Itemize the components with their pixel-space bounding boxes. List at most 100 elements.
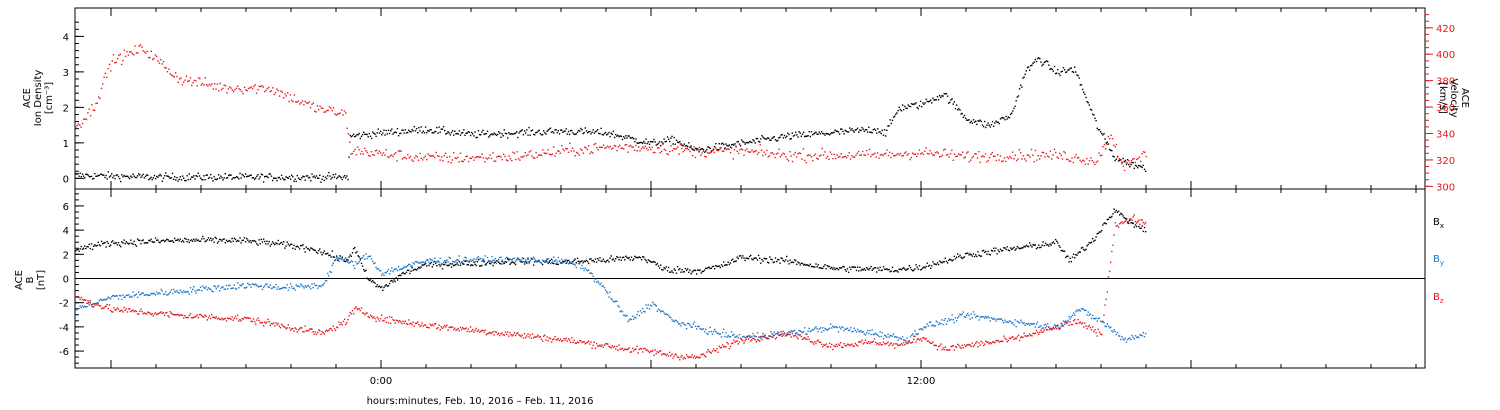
data-point [307, 284, 310, 287]
data-point [930, 267, 932, 270]
data-point [771, 152, 773, 154]
data-point [730, 259, 733, 261]
data-point [985, 250, 987, 253]
data-point [1020, 247, 1022, 250]
data-point [257, 285, 259, 287]
data-point [619, 348, 621, 350]
data-point [977, 120, 979, 122]
data-point [475, 258, 477, 261]
data-point [1039, 331, 1041, 333]
data-point [966, 344, 968, 346]
data-point [457, 264, 459, 266]
data-point [499, 262, 501, 265]
data-point [1038, 333, 1040, 335]
data-point [372, 153, 374, 156]
data-point [1117, 210, 1120, 213]
data-point [219, 82, 221, 85]
data-point [223, 288, 225, 290]
data-point [174, 237, 176, 240]
data-point [843, 266, 845, 268]
data-point [426, 131, 428, 134]
data-point [688, 323, 690, 325]
data-point [327, 252, 329, 255]
data-point [294, 289, 296, 291]
data-point [855, 331, 858, 333]
data-point [693, 355, 696, 357]
data-point [764, 138, 766, 140]
data-point [657, 308, 660, 310]
data-point [1045, 328, 1048, 331]
data-point [274, 325, 276, 327]
data-point [472, 328, 474, 331]
data-point [878, 269, 880, 271]
data-point [989, 126, 991, 128]
data-point [135, 293, 138, 295]
data-point [426, 158, 428, 161]
data-point [436, 261, 438, 263]
data-point [503, 129, 505, 131]
data-point [1032, 62, 1034, 64]
data-point [894, 347, 896, 349]
data-point [574, 155, 576, 157]
data-point [412, 130, 414, 132]
data-point [305, 246, 307, 248]
data-point [696, 356, 698, 358]
data-point [594, 142, 597, 145]
data-point [1048, 326, 1050, 328]
data-point [601, 133, 603, 136]
data-point [535, 131, 537, 134]
data-point [954, 258, 957, 260]
data-point [271, 241, 274, 243]
data-point [264, 240, 266, 243]
data-point [376, 284, 378, 286]
data-point [887, 269, 889, 271]
data-point [237, 314, 239, 317]
data-point [396, 160, 398, 162]
data-point [762, 136, 764, 138]
data-point [1129, 166, 1131, 168]
data-point [356, 307, 358, 310]
data-point [835, 267, 837, 270]
data-point [905, 107, 907, 109]
data-point [728, 144, 730, 146]
data-point [350, 313, 352, 315]
data-point [402, 271, 404, 274]
data-point [961, 257, 963, 260]
data-point [149, 240, 151, 242]
data-point [342, 176, 345, 178]
data-point [403, 266, 405, 268]
data-point [793, 134, 796, 136]
data-point [116, 295, 118, 297]
data-point [88, 108, 90, 110]
data-point [970, 159, 972, 161]
data-point [876, 132, 878, 134]
data-point [1089, 313, 1092, 315]
data-point [1080, 161, 1083, 163]
data-point [497, 155, 499, 157]
data-point [485, 157, 487, 159]
data-point [1063, 250, 1066, 252]
data-point [610, 347, 612, 349]
data-point [956, 155, 958, 157]
data-point [577, 263, 580, 265]
data-point [829, 151, 831, 153]
data-point [206, 174, 208, 176]
y-axis-label-line: B [25, 276, 36, 283]
data-point [959, 346, 961, 348]
data-point [338, 260, 340, 263]
data-point [324, 280, 327, 282]
data-point [220, 175, 222, 177]
data-point [78, 175, 80, 177]
data-point [126, 242, 129, 244]
data-point [1005, 160, 1007, 163]
data-point [1016, 320, 1018, 322]
data-point [1074, 314, 1076, 316]
data-point [939, 156, 941, 158]
data-point [1070, 260, 1072, 263]
data-point [723, 143, 725, 146]
data-point [1088, 104, 1090, 106]
data-point [174, 290, 176, 293]
data-point [418, 127, 420, 129]
data-point [674, 148, 676, 150]
data-point [681, 147, 683, 150]
